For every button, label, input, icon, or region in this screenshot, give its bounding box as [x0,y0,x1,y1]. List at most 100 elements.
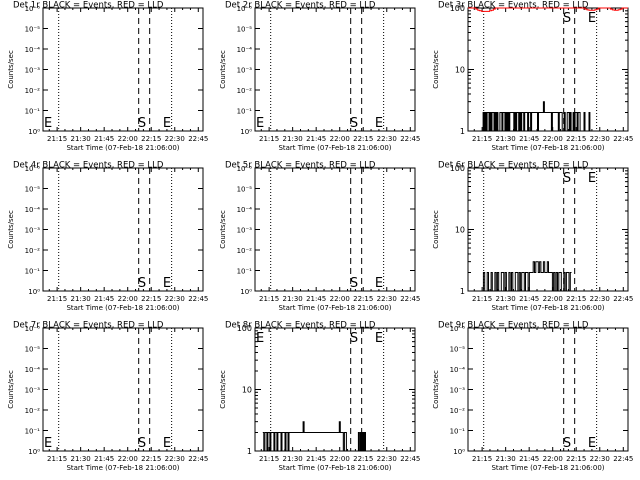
y-tick-label: 10⁰ [453,448,465,456]
panel-3-xlabel: Start Time (07-Feb-18 21:06:00) [491,144,604,152]
panel-5-title: Det 5r BLACK = Events, RED = LLD [225,161,376,171]
x-tick-label: 21:30 [283,135,303,143]
panel-8-xlabel: Start Time (07-Feb-18 21:06:00) [278,464,391,472]
x-tick-label: 22:00 [118,135,138,143]
panel-4-ylabel: Counts/sec [7,210,15,249]
start-marker: S [138,116,146,131]
x-tick-label: 22:00 [330,455,350,463]
y-tick-label: 10⁻⁴ [25,206,41,214]
x-tick-label: 22:45 [188,295,208,303]
events-series [482,261,572,292]
y-tick-label: 10⁻¹ [25,428,41,436]
x-tick-label: 21:45 [519,455,539,463]
y-tick-label: 1 [247,447,252,456]
x-tick-label: 22:45 [613,295,633,303]
x-tick-label: 22:00 [543,135,563,143]
x-tick-label: 21:15 [259,295,279,303]
panel-6-title: Det 6r BLACK = Events, RED = LLD [438,161,589,171]
x-tick-label: 22:00 [118,295,138,303]
y-tick-label: 10⁻² [237,247,253,255]
y-tick-label: 10⁻⁶ [25,325,41,333]
x-tick-label: 21:15 [259,135,279,143]
y-tick-label: 10⁻³ [237,67,253,75]
start-marker: S [563,171,571,186]
y-tick-label: 10⁻² [25,247,41,255]
y-tick-label: 10⁻⁴ [25,46,41,54]
x-tick-label: 22:45 [400,295,420,303]
x-tick-label: 21:30 [283,455,303,463]
y-tick-label: 10⁻⁵ [25,346,41,354]
y-tick-label: 100 [450,4,465,13]
left-edge-end-marker: E [44,436,52,451]
x-tick-label: 22:30 [165,135,185,143]
x-tick-label: 21:15 [47,135,67,143]
y-tick-label: 10⁻⁴ [450,366,466,374]
y-tick-label: 1 [460,127,465,136]
y-tick-label: 1 [460,287,465,296]
start-marker: S [138,436,146,451]
panel-6-ylabel: Counts/sec [432,210,440,249]
y-tick-label: 10⁻³ [237,227,253,235]
panel-3-title: Det 3r BLACK = Events, RED = LLD [438,1,589,11]
panel-2-ylabel: Counts/sec [219,50,227,89]
x-tick-label: 21:30 [496,455,516,463]
y-tick-label: 10⁻⁴ [25,366,41,374]
y-tick-label: 10⁻³ [25,227,41,235]
x-tick-label: 22:30 [590,295,610,303]
y-tick-label: 10⁻⁶ [237,165,253,173]
panel-6-xlabel: Start Time (07-Feb-18 21:06:00) [491,304,604,312]
y-tick-label: 10⁻¹ [450,428,466,436]
x-tick-label: 22:15 [141,135,161,143]
x-tick-label: 21:30 [71,135,91,143]
y-tick-label: 100 [450,164,465,173]
left-edge-end-marker: E [256,331,264,346]
x-tick-label: 21:15 [259,455,279,463]
y-tick-label: 10 [455,226,465,235]
x-tick-label: 22:45 [400,135,420,143]
x-tick-label: 21:15 [472,455,492,463]
x-tick-label: 21:45 [519,295,539,303]
x-tick-label: 22:00 [543,455,563,463]
start-marker: S [138,276,146,291]
start-marker: S [350,116,358,131]
x-tick-label: 21:45 [94,135,114,143]
y-tick-label: 10⁻⁴ [237,206,253,214]
end-marker: E [163,116,171,131]
x-tick-label: 21:45 [94,295,114,303]
y-tick-label: 10⁻¹ [237,268,253,276]
end-marker: E [163,276,171,291]
x-tick-label: 22:30 [590,135,610,143]
x-tick-label: 22:45 [613,135,633,143]
y-tick-label: 10⁻⁵ [450,346,466,354]
end-marker: E [163,436,171,451]
x-tick-label: 21:45 [519,135,539,143]
y-tick-label: 10⁻² [237,87,253,95]
panel-4-title: Det 4r BLACK = Events, RED = LLD [13,161,164,171]
panel-7-title: Det 7r BLACK = Events, RED = LLD [13,321,164,331]
x-tick-label: 22:30 [377,135,397,143]
x-tick-label: 22:00 [330,295,350,303]
y-tick-label: 10⁻⁵ [237,186,253,194]
panel-5-xlabel: Start Time (07-Feb-18 21:06:00) [278,304,391,312]
x-tick-label: 22:45 [188,135,208,143]
events-series [482,101,592,132]
panel-1-title: Det 1r BLACK = Events, RED = LLD [13,1,164,11]
x-tick-label: 21:30 [496,135,516,143]
y-tick-label: 10⁻² [25,407,41,415]
y-tick-label: 10⁻³ [25,387,41,395]
panel-3-ylabel: Counts/sec [432,50,440,89]
x-tick-label: 22:30 [165,455,185,463]
y-tick-label: 10⁻² [450,407,466,415]
x-tick-label: 22:15 [353,135,373,143]
y-tick-label: 10⁻⁵ [25,186,41,194]
events-series [262,421,370,452]
x-tick-label: 21:15 [472,295,492,303]
y-tick-label: 10⁻⁶ [237,5,253,13]
panel-8-title: Det 8r BLACK = Events, RED = LLD [225,321,376,331]
panel-7-xlabel: Start Time (07-Feb-18 21:06:00) [66,464,179,472]
x-tick-label: 21:15 [472,135,492,143]
x-tick-label: 22:15 [141,455,161,463]
x-tick-label: 22:15 [353,295,373,303]
end-marker: E [588,11,596,26]
